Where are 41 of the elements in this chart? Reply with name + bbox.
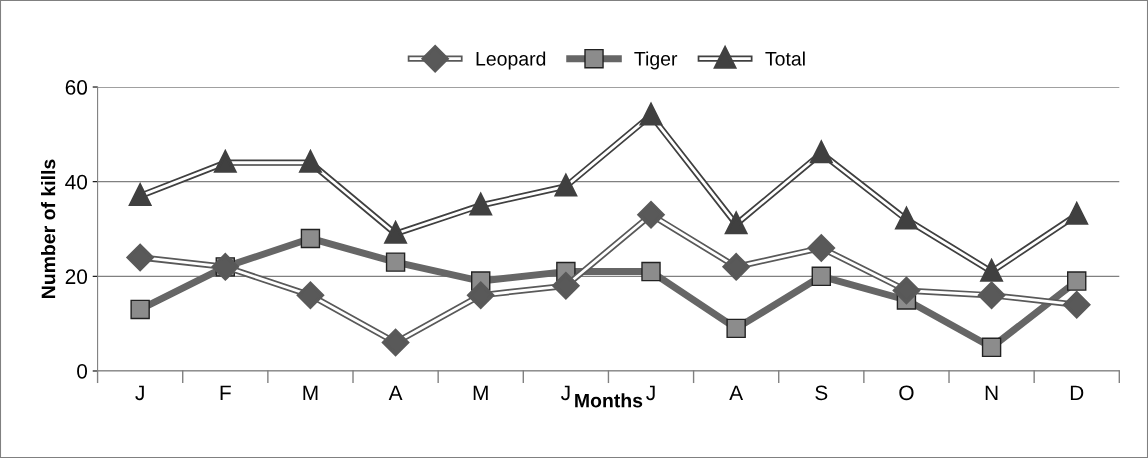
legend-label: Total	[765, 51, 805, 66]
y-tick-label: 20	[65, 269, 88, 285]
x-axis-title: Months	[575, 393, 643, 408]
point	[811, 266, 832, 287]
x-tick-label: F	[220, 385, 231, 400]
point	[382, 329, 409, 356]
x-tick-label: J	[135, 385, 144, 401]
point	[552, 272, 579, 299]
point	[808, 234, 835, 261]
point	[1063, 291, 1090, 318]
x-tick-label: O	[899, 385, 914, 401]
x-tick-label: M	[473, 385, 488, 400]
x-tick-label: A	[729, 385, 744, 400]
point	[297, 282, 324, 309]
x-tick-label: D	[1070, 385, 1084, 400]
x-tick-label: A	[388, 385, 403, 400]
point	[130, 299, 150, 320]
y-axis-title: Number of kills	[41, 159, 56, 298]
y-tick-label: 0	[77, 363, 88, 379]
x-tick-label: M	[303, 385, 318, 400]
point	[726, 318, 746, 339]
legend-label: Leopard	[476, 51, 546, 70]
y-tick-label: 60	[65, 80, 88, 95]
y-tick-label: 40	[65, 174, 88, 190]
point	[1067, 271, 1087, 291]
point	[978, 282, 1005, 309]
x-tick-label: J	[646, 385, 655, 401]
point	[981, 337, 1002, 358]
point	[300, 228, 321, 249]
legend-label: Tiger	[634, 51, 678, 70]
point	[212, 253, 239, 280]
point	[723, 253, 750, 280]
x-tick-label: N	[985, 385, 998, 400]
x-tick-label: S	[815, 385, 828, 401]
point	[385, 252, 406, 272]
x-tick-label: J	[560, 385, 570, 401]
point	[638, 201, 664, 228]
point	[127, 244, 154, 271]
point	[467, 282, 494, 309]
point	[893, 277, 920, 304]
point	[641, 261, 661, 282]
